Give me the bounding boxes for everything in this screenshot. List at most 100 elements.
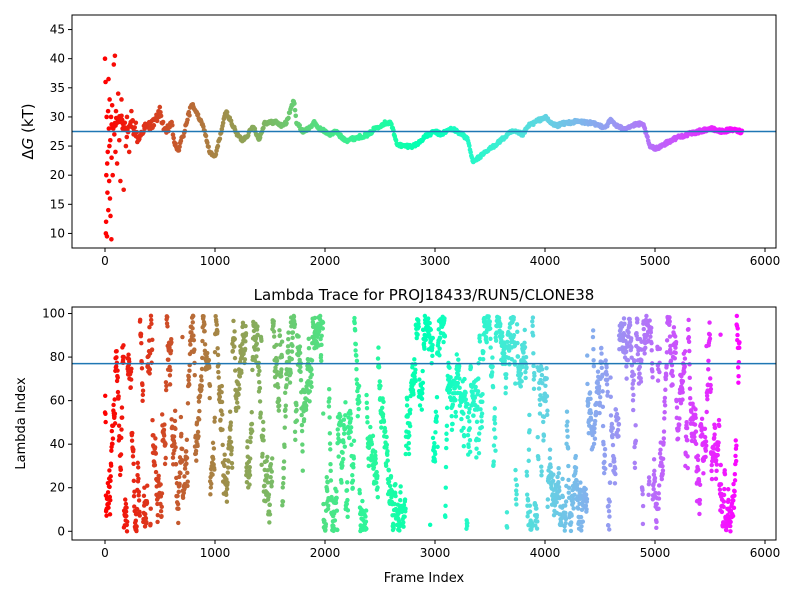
lambda-point — [219, 408, 224, 414]
lambda-point — [110, 436, 116, 441]
lambda-point — [662, 399, 667, 404]
lambda-point — [366, 463, 371, 469]
lambda-point — [274, 342, 279, 348]
lambda-point — [437, 346, 442, 351]
lambda-point — [667, 322, 672, 327]
lambda-point — [147, 367, 153, 372]
y-tick-label-0-30: 30 — [50, 110, 65, 124]
lambda-point — [206, 357, 212, 363]
lambda-point — [504, 510, 510, 515]
delta-g-point — [468, 149, 473, 155]
lambda-point — [248, 439, 253, 445]
lambda-point — [198, 374, 204, 379]
lambda-point — [643, 345, 648, 350]
lambda-point — [732, 493, 737, 498]
delta-g-early-point — [102, 56, 108, 61]
lambda-point — [436, 327, 441, 332]
lambda-point — [610, 426, 615, 431]
lambda-point — [173, 445, 178, 450]
delta-g-point — [187, 113, 192, 118]
lambda-point — [714, 468, 719, 474]
lambda-point — [356, 383, 362, 389]
lambda-point — [524, 492, 530, 497]
lambda-point — [188, 342, 193, 347]
lambda-point — [103, 411, 108, 417]
lambda-point — [256, 365, 261, 370]
lambda-point — [161, 433, 167, 438]
lambda-point — [627, 316, 632, 322]
lambda-point — [668, 358, 674, 363]
delta-g-point — [173, 141, 178, 146]
lambda-point — [225, 480, 230, 485]
lambda-point — [704, 409, 709, 415]
lambda-point — [147, 371, 152, 376]
lambda-point — [123, 509, 129, 514]
lambda-point — [444, 423, 450, 429]
lambda-point — [258, 410, 263, 415]
lambda-point — [591, 441, 597, 447]
lambda-point — [444, 445, 449, 451]
lambda-point — [663, 387, 668, 392]
lambda-point — [677, 416, 682, 421]
lambda-point — [493, 435, 498, 440]
lambda-point — [432, 459, 438, 464]
lambda-point — [138, 331, 144, 337]
lambda-point — [384, 434, 389, 440]
lambda-point — [116, 423, 122, 428]
lambda-point — [505, 339, 510, 345]
lambda-point — [664, 373, 669, 378]
delta-g-point — [220, 120, 226, 126]
lambda-point — [215, 346, 220, 351]
lambda-point — [388, 473, 394, 479]
lambda-point — [375, 356, 381, 361]
lambda-point — [298, 364, 303, 370]
lambda-point — [649, 348, 654, 353]
lambda-point — [492, 406, 498, 411]
delta-g-early-point — [107, 137, 113, 143]
lambda-point — [733, 438, 738, 443]
lambda-point — [449, 413, 454, 419]
lambda-point — [463, 390, 468, 396]
lambda-point — [168, 367, 173, 373]
lambda-point — [471, 399, 476, 404]
lambda-point — [309, 367, 314, 372]
lambda-point — [381, 419, 387, 424]
lambda-point — [644, 313, 649, 319]
y-tick-label-0-25: 25 — [50, 139, 65, 153]
lambda-point — [610, 442, 616, 448]
lambda-point — [490, 364, 495, 369]
lambda-point — [190, 326, 195, 331]
lambda-point — [430, 353, 435, 359]
lambda-point — [475, 389, 481, 394]
lambda-point — [477, 339, 483, 344]
lambda-point — [718, 332, 723, 337]
lambda-point — [474, 446, 479, 451]
lambda-point — [480, 357, 486, 362]
lambda-point — [357, 487, 362, 493]
lambda-point — [589, 417, 594, 422]
lambda-point — [375, 473, 380, 479]
lambda-point — [651, 486, 656, 492]
lambda-point — [301, 417, 307, 422]
lambda-point — [650, 375, 655, 380]
lambda-point — [596, 390, 601, 396]
lambda-point — [247, 482, 252, 487]
lambda-point — [701, 471, 706, 476]
lambda-point — [430, 435, 436, 441]
lambda-point — [124, 529, 130, 534]
lambda-point — [106, 501, 111, 506]
lambda-point — [327, 441, 333, 446]
lambda-point — [450, 421, 455, 427]
lambda-point — [180, 446, 185, 452]
lambda-point — [384, 442, 390, 447]
lambda-point — [344, 488, 350, 493]
lambda-point — [726, 487, 731, 492]
x-tick-label-1-4000: 4000 — [530, 546, 561, 560]
lambda-point — [328, 447, 333, 452]
lambda-point — [338, 414, 343, 419]
lambda-point — [147, 351, 153, 356]
lambda-point — [616, 421, 622, 427]
lambda-point — [275, 385, 281, 390]
delta-g-point — [389, 121, 394, 127]
lambda-point — [693, 441, 699, 447]
